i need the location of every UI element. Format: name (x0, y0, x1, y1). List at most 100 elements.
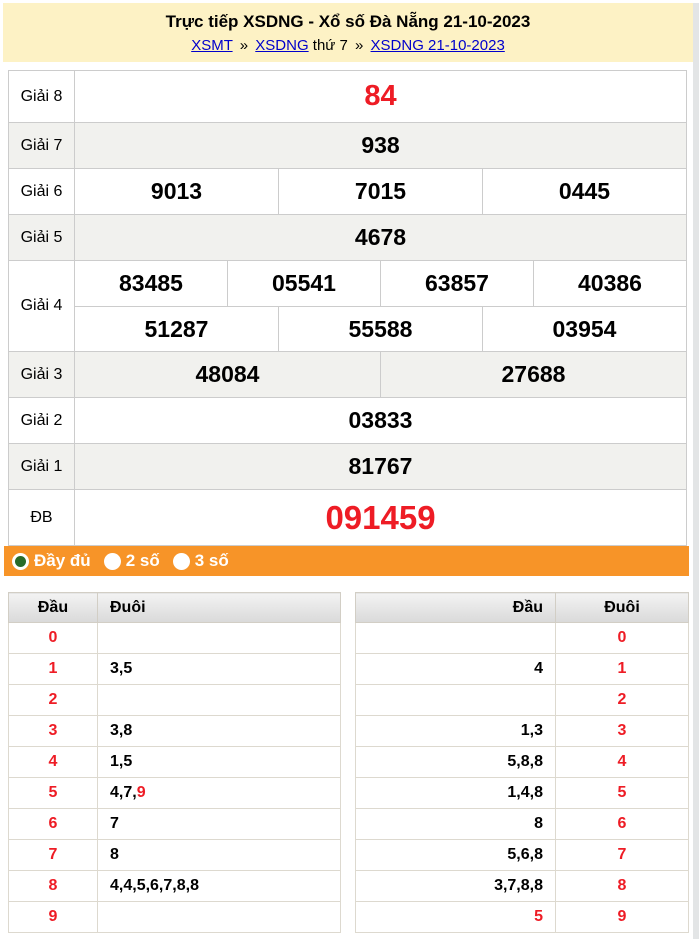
page-title: Trực tiếp XSDNG - Xổ số Đà Nẵng 21-10-20… (165, 12, 531, 31)
table-row: 0 (8, 622, 341, 654)
head-text-highlight: 5 (534, 908, 543, 925)
breadcrumb-separator: » (355, 37, 364, 54)
table-row: 6 7 (8, 808, 341, 840)
table-row: 4 1,5 (8, 746, 341, 778)
head-digit: 1 (8, 653, 98, 685)
page: Trực tiếp XSDNG - Xổ số Đà Nẵng 21-10-20… (0, 3, 693, 933)
head-text: 4 (534, 660, 543, 677)
page-header: Trực tiếp XSDNG - Xổ số Đà Nẵng 21-10-20… (3, 3, 693, 62)
prize-row-g5: Giải 5 4678 (8, 214, 687, 261)
table-row: 2 (8, 684, 341, 716)
prize-row-g4a: Giải 4 83485 05541 63857 40386 (8, 260, 687, 352)
tail-text-highlight: 9 (136, 784, 146, 801)
head-values: 1,4,8 (355, 777, 556, 809)
tail-text: 3,5 (110, 660, 133, 677)
head-values (355, 622, 556, 654)
breadcrumb-link-xsdng-date[interactable]: XSDNG 21-10-2023 (370, 37, 505, 54)
filter-option-full[interactable]: Đầy đủ (12, 551, 91, 571)
tail-digit: 6 (555, 808, 689, 840)
prize-value-g4-4: 40386 (533, 260, 687, 307)
head-digit: 0 (8, 622, 98, 654)
head-values (355, 684, 556, 716)
column-header-head: Đầu (355, 592, 556, 623)
tail-values (97, 901, 341, 933)
head-digit: 4 (8, 746, 98, 778)
prize-value-g6-1: 9013 (74, 168, 279, 215)
breadcrumb-text-weekday: thứ 7 (312, 37, 348, 54)
prize-value-g1: 81767 (74, 443, 687, 490)
head-values: 1,3 (355, 715, 556, 747)
breadcrumb: XSMT » XSDNG thứ 7 » XSDNG 21-10-2023 (3, 37, 693, 54)
prize-value-g4-7: 03954 (482, 306, 687, 352)
head-tail-table-right: Đầu Đuôi 0 4 1 2 1,3 3 5,8,8 4 (355, 592, 689, 933)
radio-unselected-icon (103, 552, 121, 570)
prize-value-g7: 938 (74, 122, 687, 169)
prize-table: Giải 8 84 Giải 7 938 Giải 6 9013 7015 04… (8, 70, 687, 546)
tail-digit: 8 (555, 870, 689, 902)
tail-digit: 5 (555, 777, 689, 809)
column-header-head: Đầu (8, 592, 98, 623)
head-digit: 7 (8, 839, 98, 871)
head-text: 1,3 (520, 722, 543, 739)
head-digit: 5 (8, 777, 98, 809)
table-row: 5 4,7,9 (8, 777, 341, 809)
filter-option-2-digits[interactable]: 2 số (103, 551, 160, 571)
tail-digit: 0 (555, 622, 689, 654)
tail-values (97, 684, 341, 716)
tail-values: 4,4,5,6,7,8,8 (97, 870, 341, 902)
prize-label-g5: Giải 5 (8, 214, 75, 261)
table-row: 7 8 (8, 839, 341, 871)
filter-option-3-digits[interactable]: 3 số (172, 551, 229, 571)
table-row: 5,8,8 4 (355, 746, 689, 778)
tail-values: 8 (97, 839, 341, 871)
head-values: 5 (355, 901, 556, 933)
table-header-row: Đầu Đuôi (355, 592, 689, 623)
tail-digit: 2 (555, 684, 689, 716)
tail-values: 4,7,9 (97, 777, 341, 809)
prize-label-g7: Giải 7 (8, 122, 75, 169)
tail-text: 4,4,5,6,7,8,8 (110, 877, 199, 894)
prize-row-g1: Giải 1 81767 (8, 443, 687, 490)
head-digit: 9 (8, 901, 98, 933)
table-header-row: Đầu Đuôi (8, 592, 341, 623)
tail-text: 4,7, (110, 784, 137, 801)
head-values: 8 (355, 808, 556, 840)
table-row: 8 4,4,5,6,7,8,8 (8, 870, 341, 902)
tail-text: 7 (110, 815, 119, 832)
prize-label-db: ĐB (8, 489, 75, 546)
scrollbar-track[interactable] (693, 3, 699, 939)
prize-label-g8: Giải 8 (8, 70, 75, 123)
breadcrumb-link-xsmt[interactable]: XSMT (191, 37, 233, 54)
table-row: 2 (355, 684, 689, 716)
column-header-tail: Đuôi (97, 592, 341, 623)
prize-value-g3-1: 48084 (74, 351, 381, 398)
prize-value-g6-2: 7015 (278, 168, 483, 215)
tail-text: 8 (110, 846, 119, 863)
prize-label-g4: Giải 4 (8, 260, 75, 352)
tail-values: 7 (97, 808, 341, 840)
head-values: 5,8,8 (355, 746, 556, 778)
prize-value-g4-2: 05541 (227, 260, 381, 307)
head-values: 3,7,8,8 (355, 870, 556, 902)
prize-row-g7: Giải 7 938 (8, 122, 687, 169)
prize-row-g8: Giải 8 84 (8, 70, 687, 123)
tail-values (97, 622, 341, 654)
prize-label-g6: Giải 6 (8, 168, 75, 215)
tail-digit: 4 (555, 746, 689, 778)
tail-text: 1,5 (110, 753, 133, 770)
prize-row-g6: Giải 6 9013 7015 0445 (8, 168, 687, 215)
table-row: 5 9 (355, 901, 689, 933)
prize-row-g3: Giải 3 48084 27688 (8, 351, 687, 398)
head-text: 5,8,8 (507, 753, 543, 770)
prize-value-g4-1: 83485 (74, 260, 228, 307)
prize-value-db: 091459 (74, 489, 687, 546)
table-row: 8 6 (355, 808, 689, 840)
head-values: 4 (355, 653, 556, 685)
head-values: 5,6,8 (355, 839, 556, 871)
prize-value-g6-3: 0445 (482, 168, 687, 215)
breadcrumb-link-xsdng[interactable]: XSDNG (255, 37, 309, 54)
tail-digit: 7 (555, 839, 689, 871)
head-tail-section: Đầu Đuôi 0 1 3,5 2 3 3,8 4 1,5 (8, 592, 693, 933)
tail-values: 3,5 (97, 653, 341, 685)
table-row: 3 3,8 (8, 715, 341, 747)
